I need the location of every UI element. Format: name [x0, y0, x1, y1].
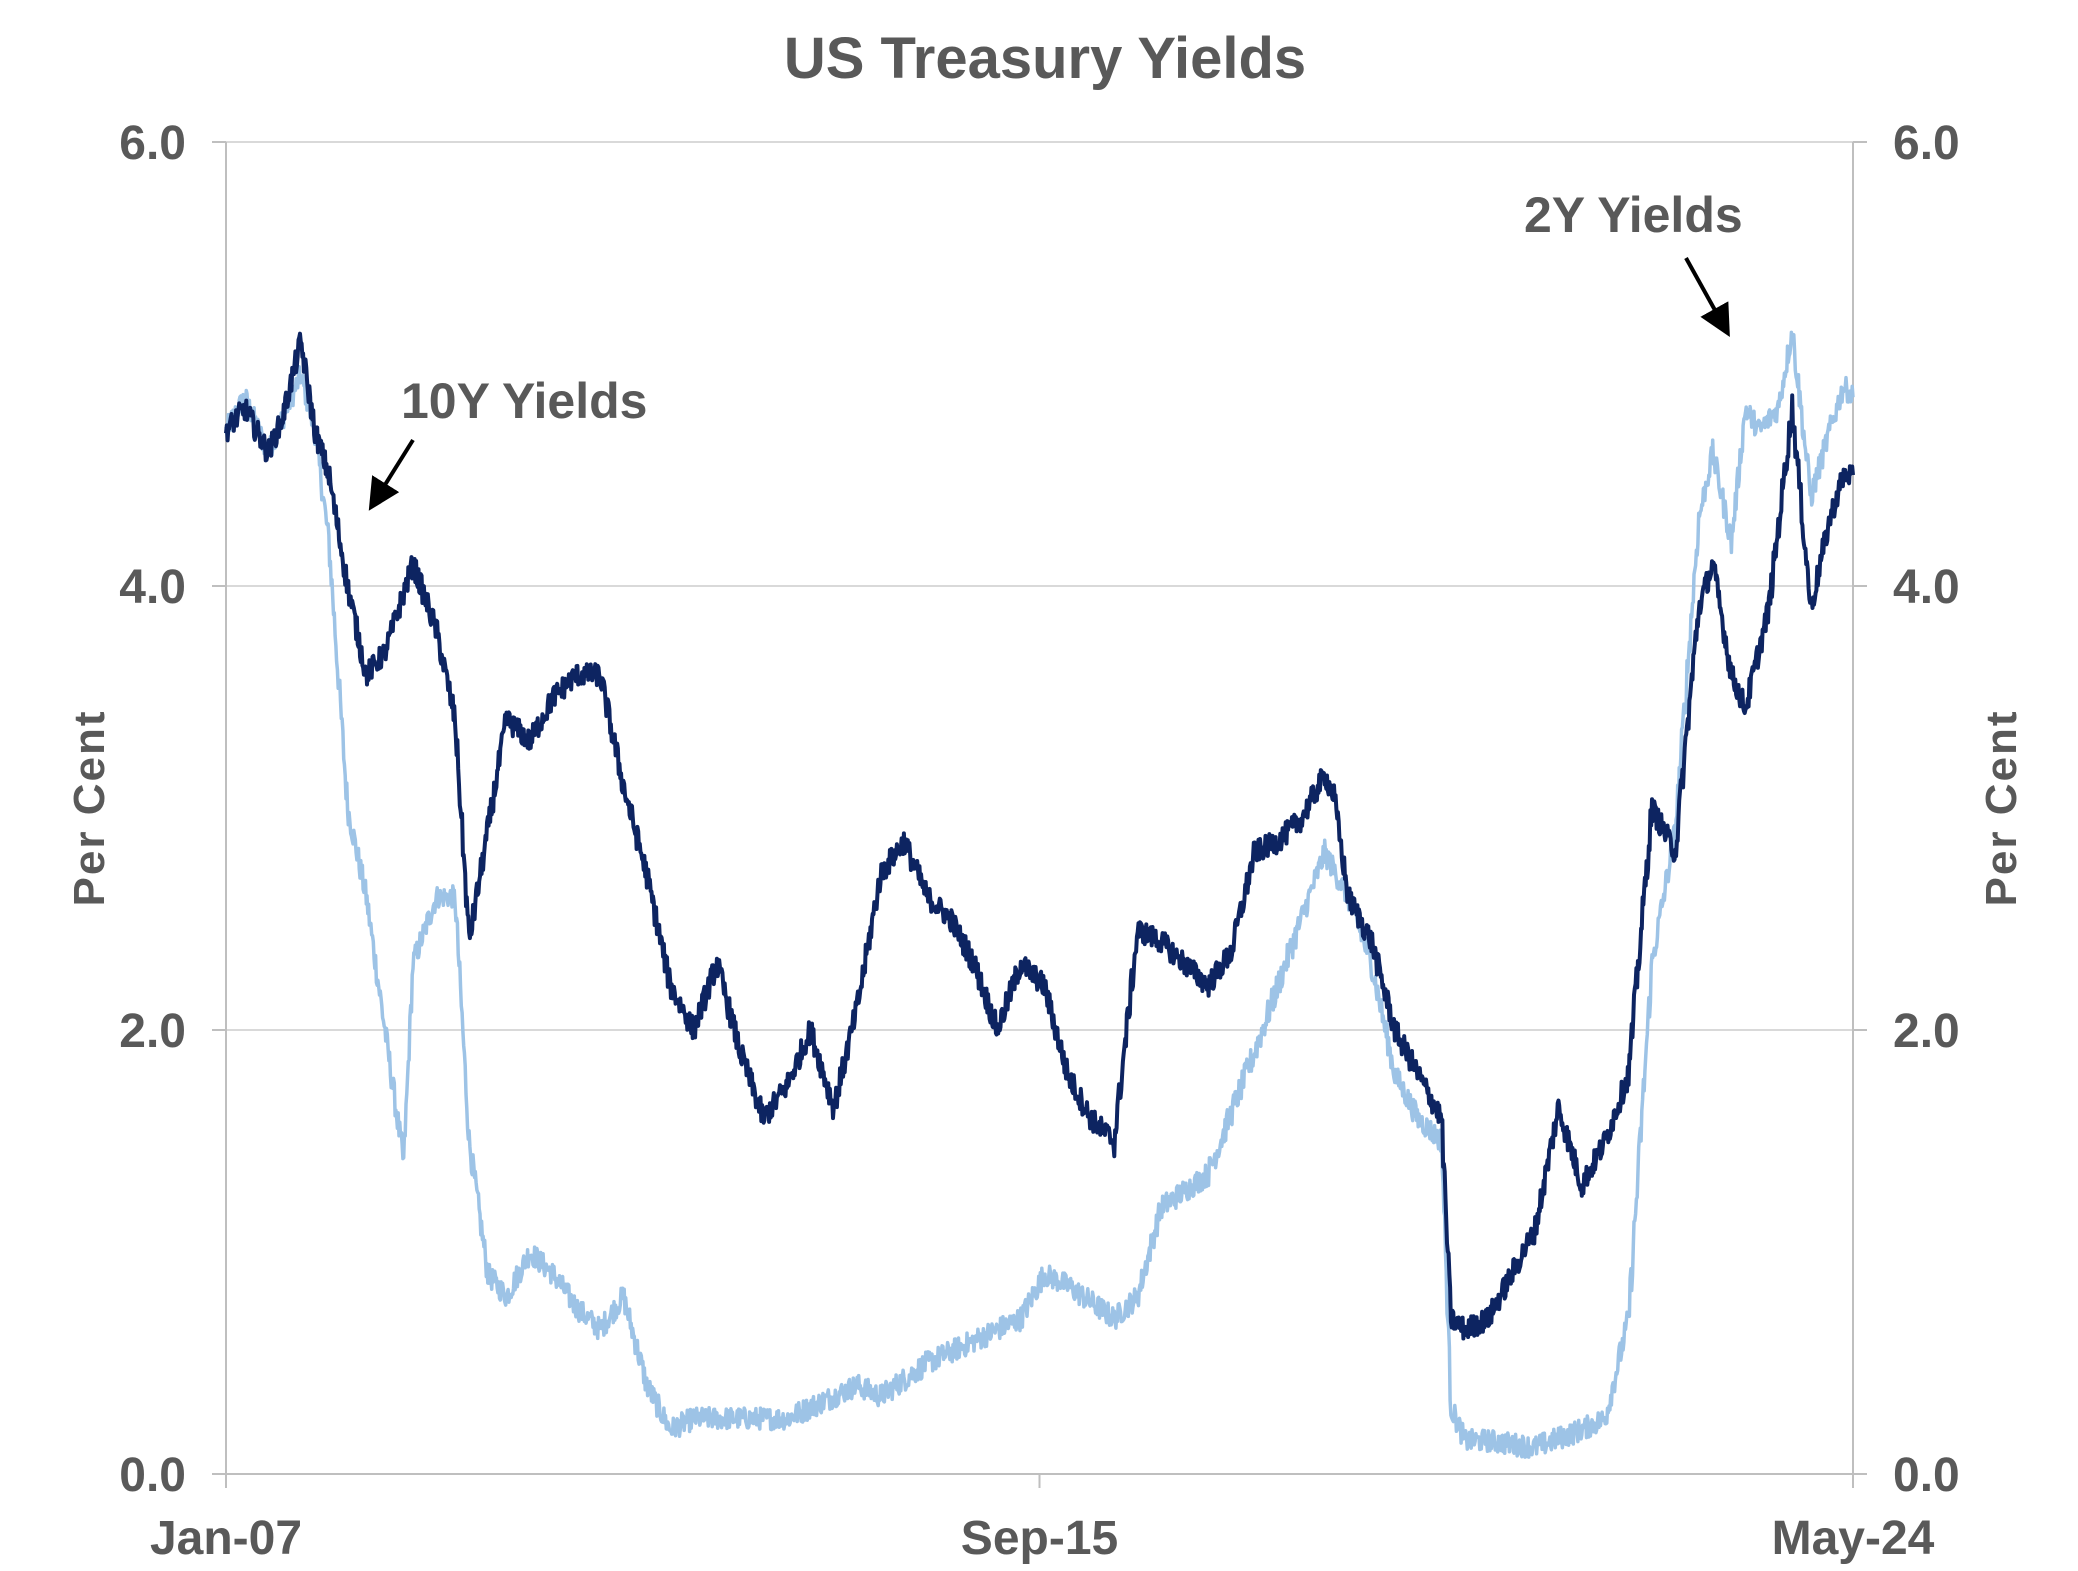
x-axis-ticks: Jan-07 Sep-15 May-24	[150, 1474, 1935, 1565]
chart-title: US Treasury Yields	[784, 26, 1306, 91]
right-axis-ticks: 0.0 2.0 4.0 6.0	[1853, 117, 1960, 1502]
right-axis-title: Per Cent	[1977, 710, 2026, 907]
annotation-10y-label: 10Y Yields	[401, 373, 647, 429]
y-tick-label-right: 6.0	[1893, 117, 1960, 170]
y-tick-label-right: 0.0	[1893, 1449, 1960, 1502]
y-tick-label-left: 2.0	[119, 1005, 186, 1058]
series-line-2y	[224, 330, 1855, 1459]
annotation-10y-arrow	[368, 438, 415, 511]
gridlines	[226, 141, 1853, 1031]
series-line-10y	[224, 331, 1855, 1341]
y-tick-label-left: 4.0	[119, 561, 186, 614]
left-axis-title: Per Cent	[65, 710, 114, 907]
series-layer	[224, 330, 1855, 1459]
annotation-2y-arrow	[1684, 257, 1730, 337]
x-tick-label: May-24	[1772, 1512, 1935, 1565]
x-tick-label: Sep-15	[961, 1512, 1118, 1565]
y-tick-label-left: 0.0	[119, 1449, 186, 1502]
y-tick-label-right: 2.0	[1893, 1005, 1960, 1058]
y-tick-label-left: 6.0	[119, 117, 186, 170]
left-axis-ticks: 0.0 2.0 4.0 6.0	[119, 117, 226, 1502]
y-tick-label-right: 4.0	[1893, 561, 1960, 614]
annotation-2y-label: 2Y Yields	[1524, 187, 1743, 243]
x-tick-label: Jan-07	[150, 1512, 302, 1565]
